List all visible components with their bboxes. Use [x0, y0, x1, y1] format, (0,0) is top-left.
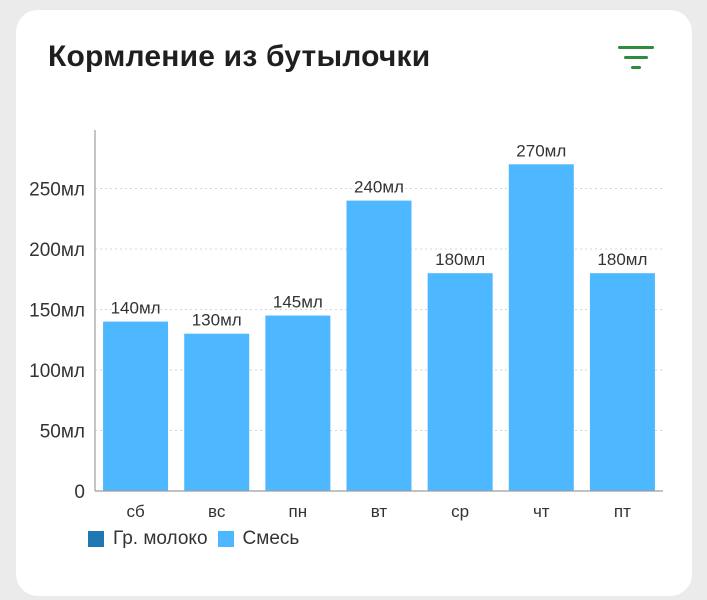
legend: Гр. молоко Смесь — [88, 528, 309, 550]
bar-formula[interactable] — [346, 200, 412, 491]
bar-data-label: 270мл — [516, 141, 566, 160]
x-tick-label: пн — [289, 502, 308, 521]
bar-formula[interactable] — [427, 273, 493, 491]
legend-swatch-formula — [217, 531, 234, 547]
y-tick-label: 150мл — [29, 301, 85, 322]
filter-icon — [618, 46, 654, 69]
bar-data-label: 180мл — [435, 250, 485, 269]
y-tick-label: 100мл — [29, 361, 85, 382]
x-tick-label: ср — [451, 502, 469, 521]
legend-swatch-breast-milk — [88, 531, 104, 547]
x-tick-label: пт — [614, 502, 631, 521]
bar-data-label: 145мл — [273, 293, 323, 312]
bar-formula[interactable] — [103, 321, 169, 491]
labels: 0 50мл 100мл 150мл 200мл 250мл 140мл сб 130мл вс 1… — [29, 141, 647, 521]
bar-data-label: 180мл — [597, 250, 647, 269]
x-tick-label: чт — [533, 502, 550, 521]
bar-data-label: 140мл — [111, 299, 161, 318]
bar-data-label: 130мл — [192, 311, 242, 330]
bar-formula[interactable] — [184, 333, 250, 491]
y-tick-label: 0 — [74, 482, 85, 503]
bar-formula[interactable] — [265, 315, 331, 491]
bar-data-label: 240мл — [354, 178, 404, 197]
legend-item-formula[interactable]: Смесь — [217, 528, 300, 550]
x-tick-label: вт — [371, 502, 388, 521]
x-tick-label: вс — [208, 502, 226, 521]
bars — [103, 164, 655, 492]
y-tick-label: 200мл — [29, 240, 85, 261]
bar-formula[interactable] — [589, 273, 655, 491]
y-tick-label: 250мл — [29, 180, 85, 201]
axes — [94, 130, 663, 492]
y-tick-label: 50мл — [40, 422, 85, 443]
legend-label-formula: Смесь — [242, 528, 300, 549]
legend-label-breast-milk: Гр. молоко — [113, 528, 208, 549]
x-tick-label: сб — [126, 502, 145, 521]
bar-formula[interactable] — [508, 164, 574, 492]
legend-item-breast-milk[interactable]: Гр. молоко — [88, 528, 208, 550]
chart-title: Кормление из бутылочки — [48, 40, 431, 73]
filter-button[interactable] — [614, 44, 658, 80]
